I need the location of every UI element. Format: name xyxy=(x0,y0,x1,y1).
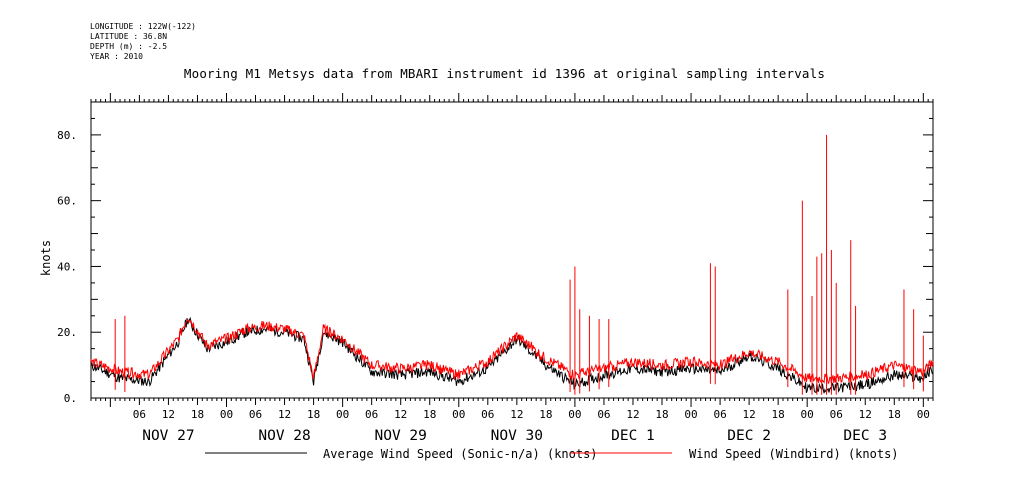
x-hour-label: 12 xyxy=(626,408,639,421)
x-hour-label: 06 xyxy=(713,408,726,421)
x-day-label: NOV 27 xyxy=(142,428,194,444)
series-line-sonic xyxy=(90,316,934,394)
x-day-label: NOV 30 xyxy=(491,428,543,444)
y-tick-label: 40. xyxy=(57,260,77,273)
x-hour-label: 00 xyxy=(220,408,233,421)
x-hour-label: 18 xyxy=(772,408,785,421)
legend-label-windbird: Wind Speed (Windbird) (knots) xyxy=(689,447,899,461)
meta-longitude: LONGITUDE : 122W(-122) xyxy=(90,22,196,31)
x-hour-label: 12 xyxy=(742,408,755,421)
x-hour-label: 18 xyxy=(888,408,901,421)
y-tick-label: 0. xyxy=(64,392,77,405)
x-hour-label: 18 xyxy=(307,408,320,421)
x-hour-label: 00 xyxy=(568,408,581,421)
x-hour-label: 12 xyxy=(510,408,523,421)
x-hour-label: 18 xyxy=(539,408,552,421)
y-tick-label: 80. xyxy=(57,129,77,142)
plot-border xyxy=(90,101,934,399)
chart-title: Mooring M1 Metsys data from MBARI instru… xyxy=(183,66,826,81)
legend: Average Wind Speed (Sonic-n/a) (knots) Wi… xyxy=(205,447,899,461)
x-hour-label: 00 xyxy=(452,408,465,421)
x-day-label: DEC 1 xyxy=(611,428,655,444)
x-axis: 06 12 18 00 06 12 18 00 06 12 18 00 06 12 18 00 06 12 18 00… xyxy=(90,93,934,444)
y-tick-label: 20. xyxy=(57,326,77,339)
x-hour-label: 06 xyxy=(249,408,262,421)
y-axis-label: knots xyxy=(39,240,53,276)
x-hour-label: 12 xyxy=(394,408,407,421)
x-day-label: DEC 2 xyxy=(727,428,771,444)
y-tick-label: 60. xyxy=(57,195,77,208)
x-hour-label: 12 xyxy=(162,408,175,421)
series-line-windbird xyxy=(90,318,934,385)
x-hour-label: 06 xyxy=(597,408,610,421)
y-axis: 0. 20. 40. 60. 80. xyxy=(57,101,933,405)
x-day-label: NOV 29 xyxy=(375,428,427,444)
legend-label-sonic: Average Wind Speed (Sonic-n/a) (knots) xyxy=(323,447,598,461)
meta-year: YEAR : 2010 xyxy=(90,52,143,61)
series-layer xyxy=(90,134,934,395)
x-hour-label: 18 xyxy=(191,408,204,421)
x-hour-label: 06 xyxy=(481,408,494,421)
x-day-label: DEC 3 xyxy=(843,428,887,444)
x-day-label: NOV 28 xyxy=(258,428,310,444)
x-hour-label: 00 xyxy=(336,408,349,421)
x-hour-label: 12 xyxy=(859,408,872,421)
x-hour-label: 06 xyxy=(365,408,378,421)
x-hour-label: 18 xyxy=(423,408,436,421)
x-hour-label: 18 xyxy=(655,408,668,421)
meta-latitude: LATITUDE : 36.8N xyxy=(90,32,168,41)
plot-frame xyxy=(90,101,934,399)
metadata-block: LONGITUDE : 122W(-122) LATITUDE : 36.8N … xyxy=(90,22,196,62)
x-hour-label: 00 xyxy=(684,408,697,421)
x-hour-label: 06 xyxy=(133,408,146,421)
x-hour-label: 06 xyxy=(830,408,843,421)
x-hour-label: 00 xyxy=(801,408,814,421)
meta-depth: DEPTH (m) : -2.5 xyxy=(90,42,168,51)
x-hour-label: 12 xyxy=(278,408,291,421)
x-hour-label: 00 xyxy=(917,408,930,421)
